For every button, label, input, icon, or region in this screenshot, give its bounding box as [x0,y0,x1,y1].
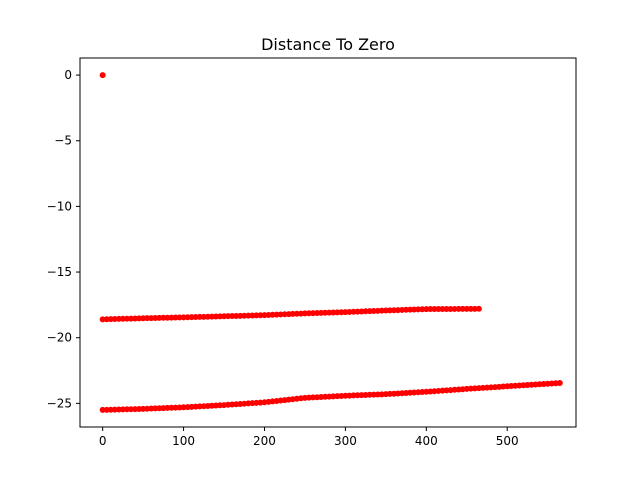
y-tick-label: −5 [54,134,72,148]
x-axis: 0 100 200 300 400 500 [99,427,519,448]
x-tick-label: 200 [253,434,276,448]
y-tick-label: −25 [47,396,72,410]
data-points [99,72,563,413]
y-tick-label: 0 [64,68,72,82]
y-axis: 0 −5 −10 −15 −20 −25 [47,68,80,410]
series-3 [99,380,563,413]
x-tick-label: 400 [415,434,438,448]
y-tick-label: −15 [47,265,72,279]
x-tick-label: 100 [172,434,195,448]
y-tick-label: −10 [47,199,72,213]
x-tick-label: 300 [334,434,357,448]
series-2 [99,305,482,323]
data-point [475,305,482,312]
x-tick-label: 500 [496,434,519,448]
data-point [556,380,563,387]
y-tick-label: −20 [47,331,72,345]
series-1 [99,72,106,79]
plot-frame [79,57,577,428]
x-tick-label: 0 [99,434,107,448]
data-point [99,72,106,79]
chart-title: Distance To Zero [261,35,395,54]
